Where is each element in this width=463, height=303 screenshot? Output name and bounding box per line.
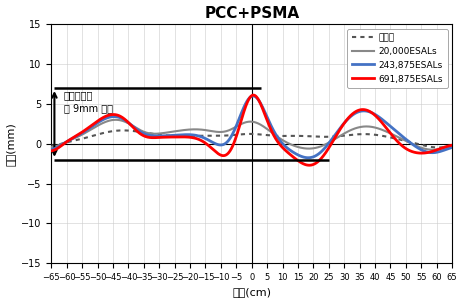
Title: PCC+PSMA: PCC+PSMA [204,5,299,21]
Text: 소성변형량
약 9mm 발생: 소성변형량 약 9mm 발생 [64,90,113,113]
Legend: 초기치, 20,000ESALs, 243,875ESALs, 691,875ESALs: 초기치, 20,000ESALs, 243,875ESALs, 691,875E… [347,29,448,88]
Y-axis label: 깊이(mm): 깊이(mm) [6,122,16,166]
X-axis label: 거리(cm): 거리(cm) [232,288,271,298]
